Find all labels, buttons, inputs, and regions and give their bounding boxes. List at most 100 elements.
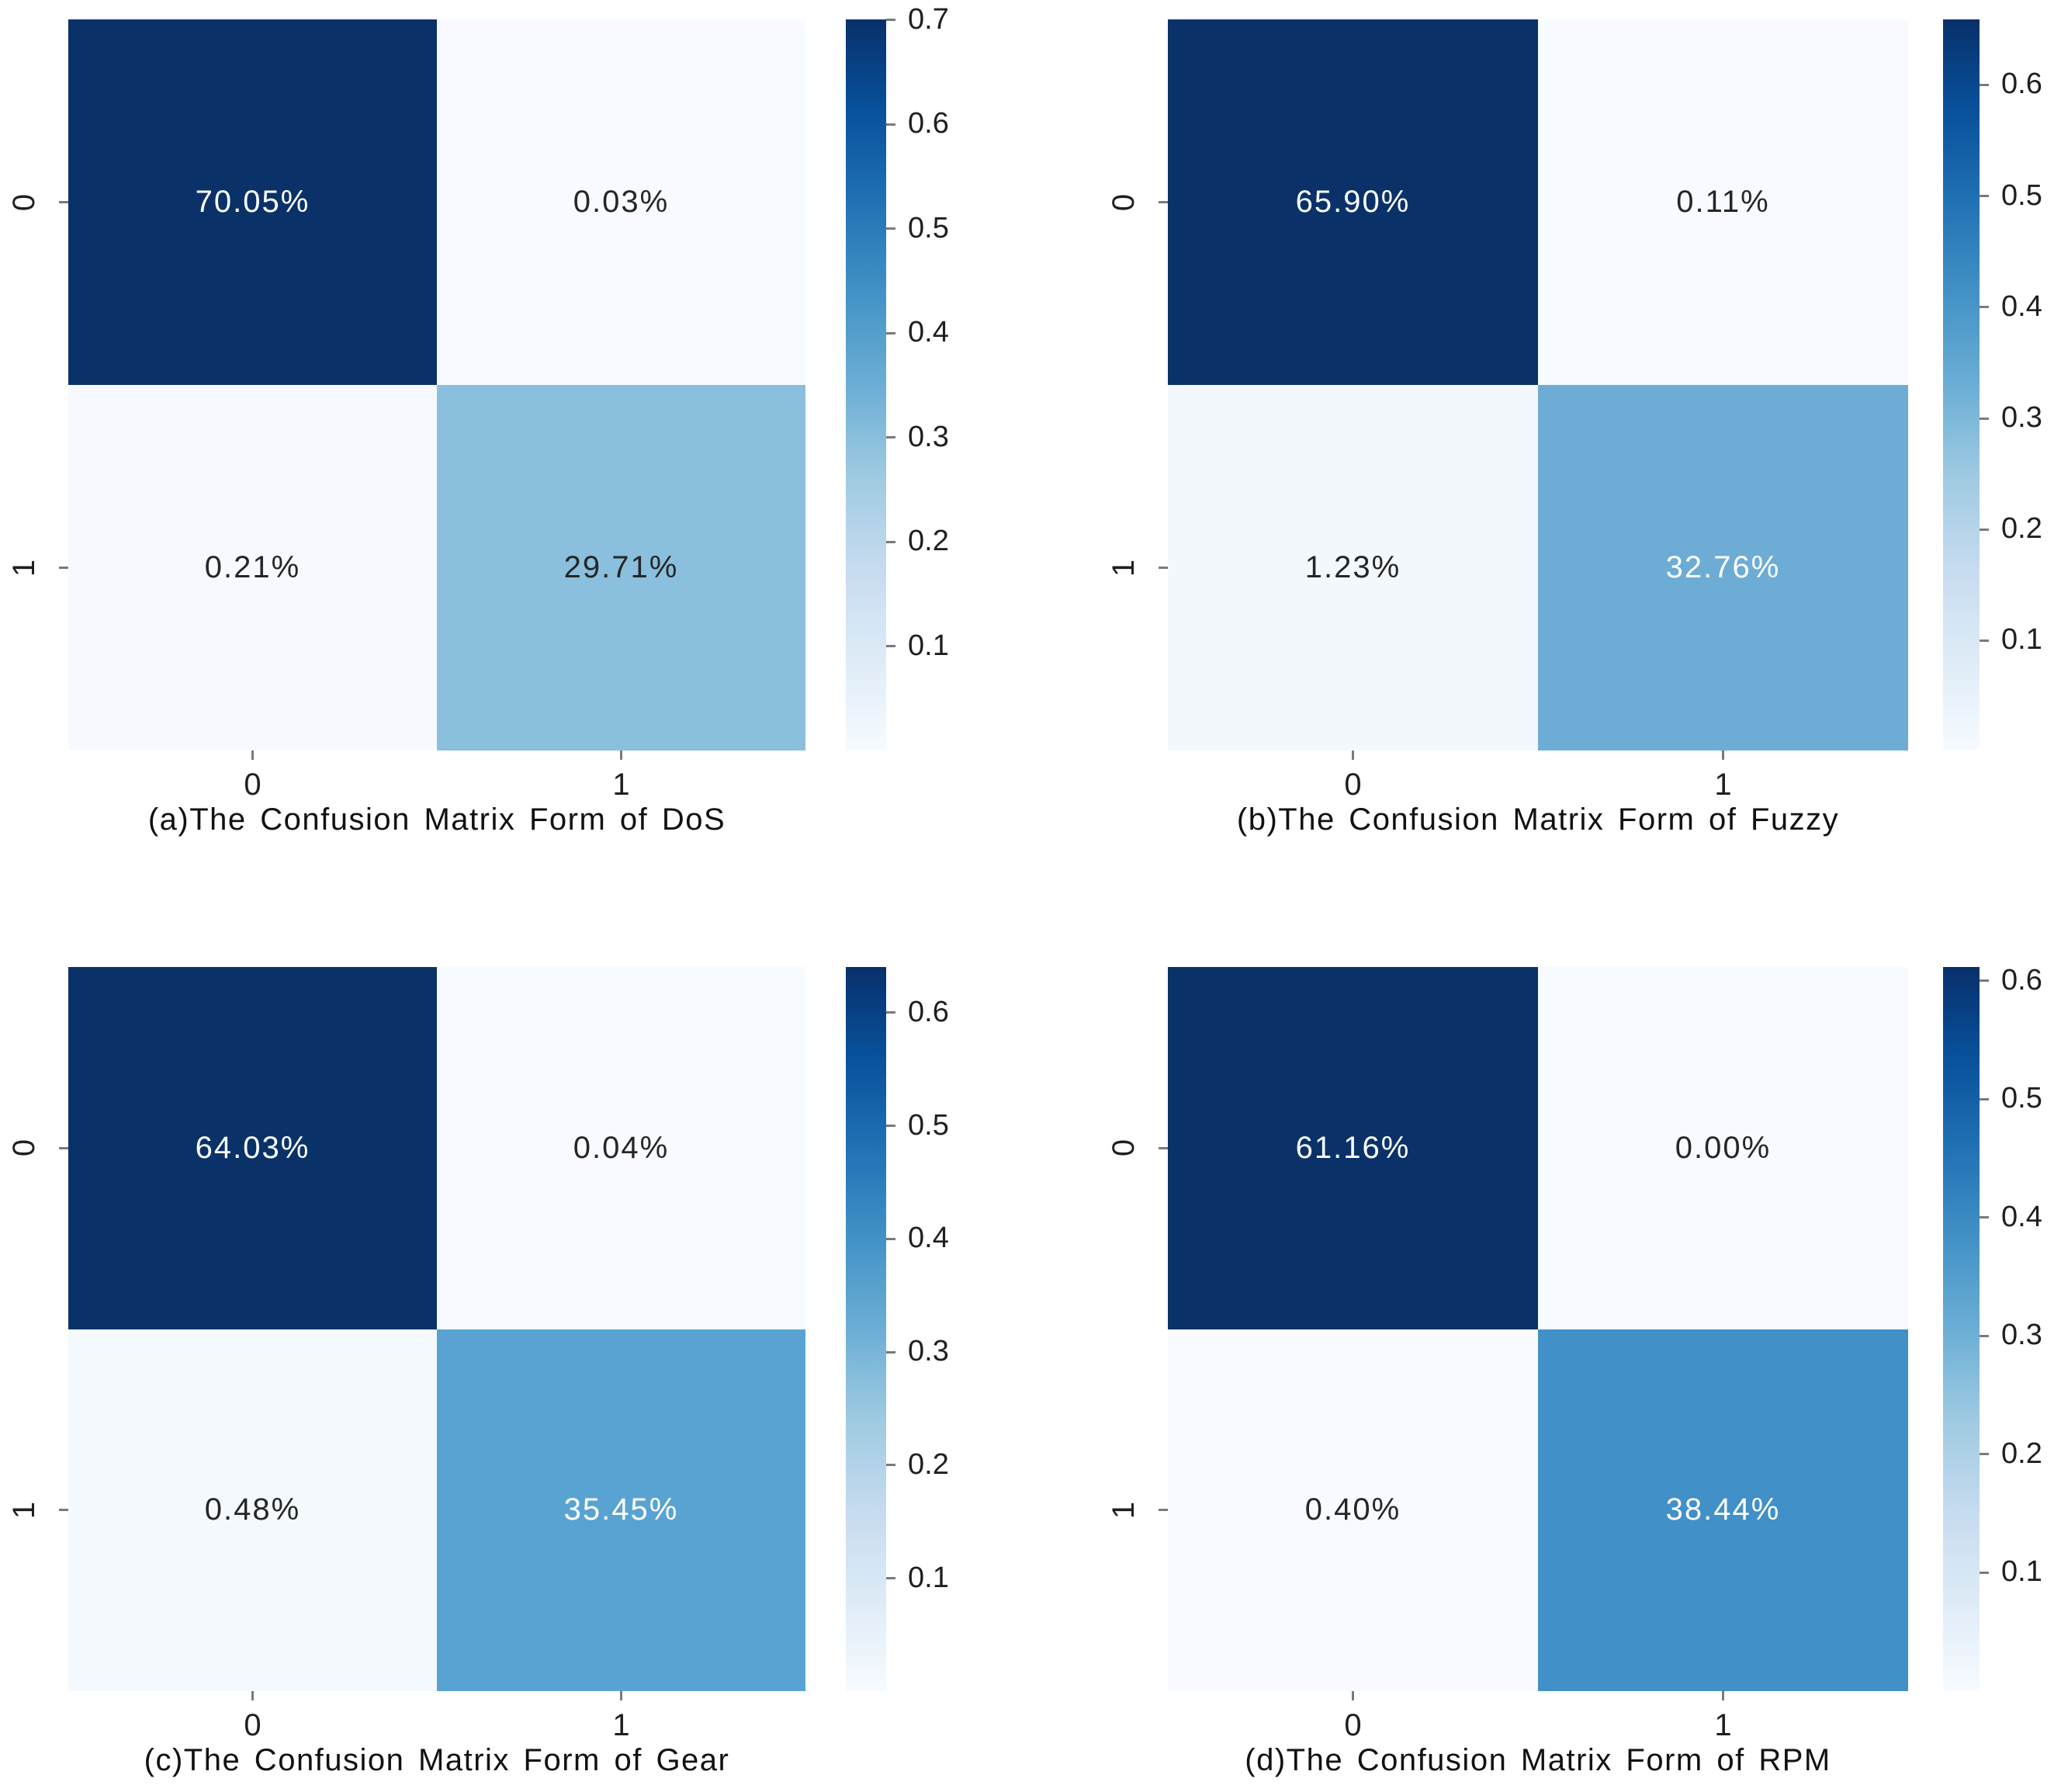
colorbar-tick-mark bbox=[886, 1577, 895, 1580]
colorbar-tick-mark bbox=[886, 227, 895, 230]
subplot-caption: (b)The Confusion Matrix Form of Fuzzy bbox=[1236, 802, 1840, 837]
colorbar-tick-label: 0.4 bbox=[908, 1222, 949, 1255]
colorbar-tick-label: 0.6 bbox=[2001, 68, 2042, 101]
y-tick-mark bbox=[59, 1146, 68, 1149]
colorbar-tick-label: 0.1 bbox=[2001, 1555, 2042, 1589]
subplot-caption: (a)The Confusion Matrix Form of DoS bbox=[147, 802, 726, 837]
y-tick-label: 0 bbox=[1106, 193, 1141, 211]
y-tick-mark bbox=[59, 567, 68, 569]
colorbar-tick-mark bbox=[886, 1464, 895, 1467]
subplot-caption: (c)The Confusion Matrix Form of Gear bbox=[144, 1743, 730, 1777]
colorbar-tick-label: 0.4 bbox=[2001, 289, 2042, 323]
colorbar-tick-mark bbox=[1980, 528, 1989, 531]
colorbar-tick-label: 0.3 bbox=[2001, 401, 2042, 435]
heatmap-cell-a-r1c0: 0.21% bbox=[68, 385, 437, 750]
heatmap-cell-a-r1c1: 29.71% bbox=[437, 385, 805, 750]
x-tick-label: 0 bbox=[244, 1707, 262, 1742]
heatmap-cell-b-r0c1: 0.11% bbox=[1538, 19, 1908, 385]
y-tick-label: 0 bbox=[6, 193, 41, 211]
colorbar-tick-mark bbox=[1980, 83, 1989, 86]
heatmap-cell-d-r0c0: 61.16% bbox=[1168, 967, 1538, 1329]
x-tick-label: 1 bbox=[1714, 767, 1732, 802]
heatmap-cell-b-r1c0: 1.23% bbox=[1168, 385, 1538, 750]
x-tick-label: 0 bbox=[1344, 767, 1362, 802]
x-tick-label: 1 bbox=[1714, 1707, 1732, 1742]
heatmap-cell-c-r1c0: 0.48% bbox=[68, 1329, 437, 1691]
x-tick-label: 1 bbox=[612, 767, 630, 802]
colorbar-tick-mark bbox=[1980, 306, 1989, 309]
x-tick-mark bbox=[1722, 1691, 1724, 1700]
y-tick-mark bbox=[59, 201, 68, 203]
cell-value-label: 61.16% bbox=[1295, 1130, 1411, 1165]
colorbar-tick-mark bbox=[1980, 1097, 1989, 1101]
y-tick-label: 0 bbox=[6, 1139, 41, 1157]
heatmap-cell-a-r0c0: 70.05% bbox=[68, 19, 437, 385]
y-tick-mark bbox=[1159, 201, 1168, 203]
cell-value-label: 65.90% bbox=[1295, 185, 1411, 219]
colorbar-tick-label: 0.2 bbox=[2001, 512, 2042, 546]
cell-value-label: 0.40% bbox=[1304, 1492, 1401, 1527]
cell-value-label: 1.23% bbox=[1304, 550, 1401, 584]
cell-value-label: 0.48% bbox=[204, 1492, 301, 1527]
heatmap-c: 64.03% 0.04% 0.48% 35.45% bbox=[68, 967, 805, 1691]
colorbar-a bbox=[846, 19, 886, 750]
y-tick-label: 1 bbox=[1106, 559, 1141, 577]
colorbar-tick-label: 0.2 bbox=[908, 525, 949, 558]
heatmap-d: 61.16% 0.00% 0.40% 38.44% bbox=[1168, 967, 1908, 1691]
colorbar-tick-label: 0.6 bbox=[908, 995, 949, 1028]
subplot-caption: (d)The Confusion Matrix Form of RPM bbox=[1245, 1743, 1831, 1777]
colorbar-tick-label: 0.3 bbox=[908, 420, 949, 453]
heatmap-cell-c-r0c0: 64.03% bbox=[68, 967, 437, 1329]
colorbar-tick-mark bbox=[1980, 639, 1989, 642]
colorbar-tick-label: 0.1 bbox=[908, 1561, 949, 1594]
colorbar-tick-label: 0.6 bbox=[2001, 963, 2042, 997]
colorbar-tick-mark bbox=[886, 540, 895, 543]
y-tick-label: 1 bbox=[6, 1501, 41, 1519]
x-tick-mark bbox=[251, 1691, 254, 1700]
colorbar-tick-label: 0.2 bbox=[2001, 1437, 2042, 1470]
y-tick-label: 1 bbox=[1106, 1501, 1141, 1519]
colorbar-tick-label: 0.4 bbox=[908, 316, 949, 349]
heatmap-a: 70.05% 0.03% 0.21% 29.71% bbox=[68, 19, 805, 750]
colorbar-tick-label: 0.6 bbox=[908, 107, 949, 140]
y-tick-label: 0 bbox=[1106, 1139, 1141, 1157]
colorbar-tick-mark bbox=[886, 123, 895, 126]
cell-value-label: 0.21% bbox=[204, 550, 301, 584]
colorbar-tick-mark bbox=[886, 1011, 895, 1014]
x-tick-mark bbox=[1352, 750, 1354, 760]
x-tick-mark bbox=[620, 750, 622, 760]
heatmap-cell-b-r0c0: 65.90% bbox=[1168, 19, 1538, 385]
heatmap-cell-b-r1c1: 32.76% bbox=[1538, 385, 1908, 750]
cell-value-label: 35.45% bbox=[563, 1492, 679, 1527]
colorbar-tick-label: 0.7 bbox=[908, 2, 949, 36]
colorbar-tick-label: 0.5 bbox=[908, 211, 949, 244]
colorbar-tick-label: 0.5 bbox=[2001, 179, 2042, 212]
y-tick-mark bbox=[1159, 1146, 1168, 1149]
colorbar-tick-mark bbox=[1980, 1571, 1989, 1574]
colorbar-tick-label: 0.1 bbox=[908, 629, 949, 662]
colorbar-tick-mark bbox=[1980, 979, 1989, 983]
colorbar-d bbox=[1943, 967, 1980, 1691]
colorbar-tick-label: 0.1 bbox=[2001, 623, 2042, 657]
x-tick-label: 1 bbox=[612, 1707, 630, 1742]
x-tick-label: 0 bbox=[244, 767, 262, 802]
colorbar-tick-mark bbox=[886, 1237, 895, 1240]
colorbar-tick-mark bbox=[886, 1125, 895, 1128]
cell-value-label: 0.03% bbox=[573, 185, 670, 219]
heatmap-b: 65.90% 0.11% 1.23% 32.76% bbox=[1168, 19, 1908, 750]
x-tick-mark bbox=[620, 1691, 622, 1700]
colorbar-tick-mark bbox=[886, 1350, 895, 1354]
colorbar-tick-mark bbox=[1980, 1216, 1989, 1219]
colorbar-tick-label: 0.5 bbox=[2001, 1082, 2042, 1115]
heatmap-cell-c-r0c1: 0.04% bbox=[437, 967, 805, 1329]
x-tick-label: 0 bbox=[1344, 1707, 1362, 1742]
heatmap-cell-c-r1c1: 35.45% bbox=[437, 1329, 805, 1691]
colorbar-tick-mark bbox=[1980, 1453, 1989, 1456]
colorbar-tick-mark bbox=[886, 436, 895, 439]
colorbar-tick-mark bbox=[886, 19, 895, 22]
y-tick-mark bbox=[59, 1509, 68, 1512]
heatmap-cell-d-r1c0: 0.40% bbox=[1168, 1329, 1538, 1691]
y-tick-label: 1 bbox=[6, 559, 41, 577]
colorbar-tick-mark bbox=[886, 645, 895, 648]
